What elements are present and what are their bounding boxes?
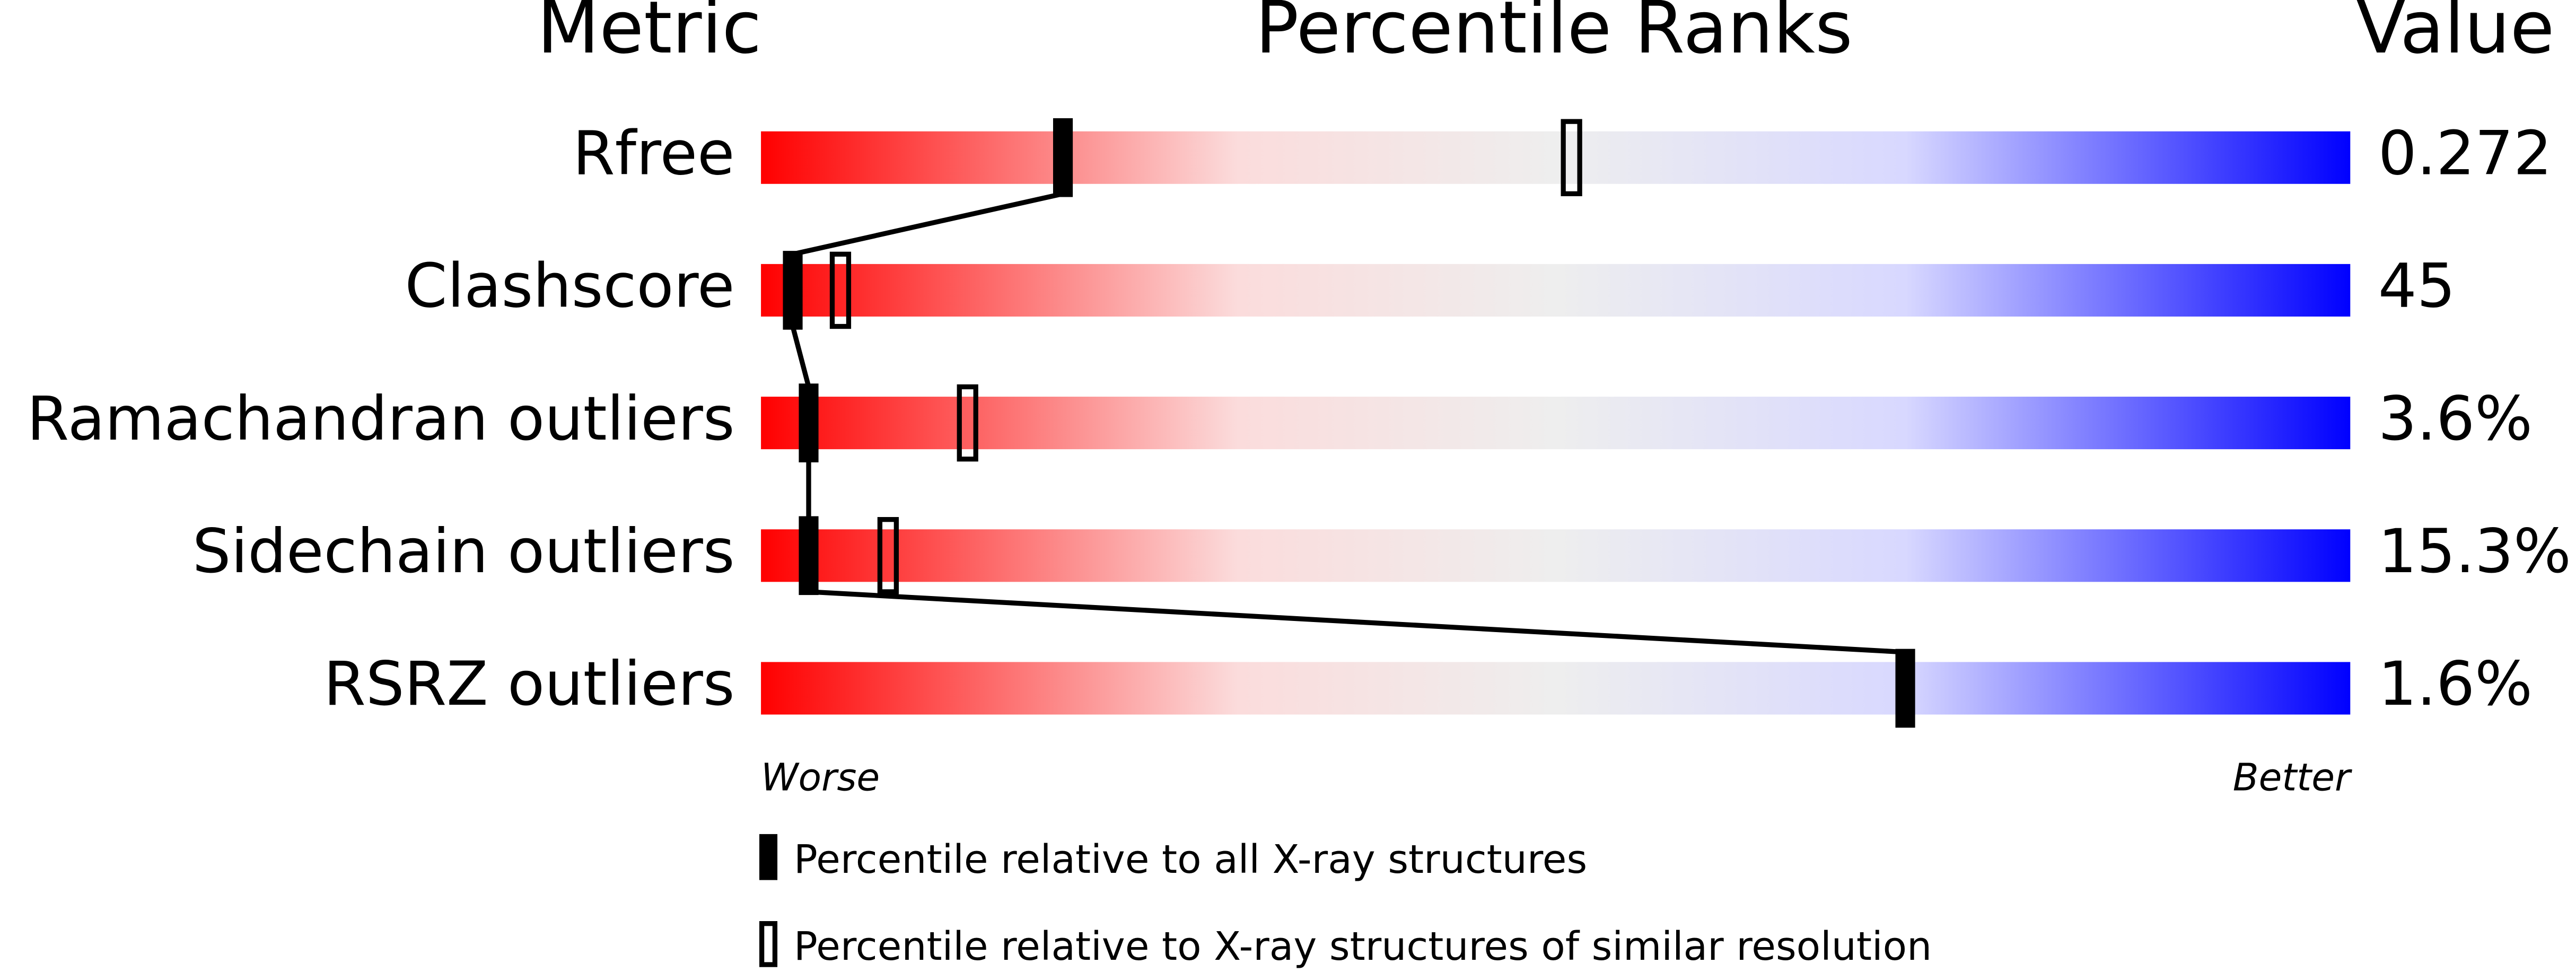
axis-label: Better	[2233, 755, 2352, 799]
absolute-marker	[1895, 649, 1915, 728]
metric-value: 45	[2378, 251, 2456, 322]
metric-value: 3.6%	[2378, 384, 2533, 454]
relative-marker	[957, 384, 978, 462]
metric-label: RSRZ outliers	[323, 649, 734, 720]
legend-marker	[759, 921, 778, 967]
metric-label: Clashscore	[405, 251, 734, 322]
relative-marker	[877, 517, 899, 594]
absolute-marker	[799, 516, 819, 596]
gradient-bar	[761, 397, 2351, 450]
metric-value: 15.3%	[2378, 516, 2571, 587]
gradient-bar	[761, 264, 2351, 317]
gradient-bar	[761, 662, 2351, 715]
gradient-bar	[761, 131, 2351, 184]
legend-entry: Percentile relative to all X-ray structu…	[794, 836, 1587, 882]
absolute-marker	[1053, 118, 1073, 197]
legend-marker	[759, 834, 778, 880]
legend-entry: Percentile relative to X-ray structures …	[794, 923, 1932, 969]
absolute-marker	[799, 383, 819, 462]
metric-label: Ramachandran outliers	[27, 384, 735, 454]
gradient-bar	[761, 529, 2351, 582]
metric-label: Sidechain outliers	[192, 516, 735, 587]
header: Percentile Ranks	[1255, 0, 1853, 70]
header: Metric	[537, 0, 761, 70]
metric-label: Rfree	[573, 118, 734, 189]
metric-value: 0.272	[2378, 118, 2552, 189]
relative-marker	[829, 251, 852, 329]
axis-label: Worse	[761, 755, 880, 799]
metric-value: 1.6%	[2378, 649, 2533, 720]
relative-marker	[1561, 119, 1582, 197]
header: Value	[2356, 0, 2554, 70]
absolute-marker	[783, 251, 803, 330]
